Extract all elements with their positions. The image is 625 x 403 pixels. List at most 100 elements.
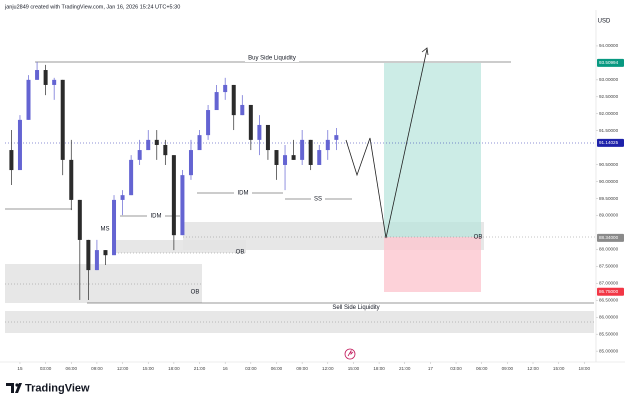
logo-mark: [15, 383, 19, 387]
label-bg: [328, 304, 384, 311]
candle-body: [26, 79, 31, 120]
y-tick-label: 85.50000: [599, 331, 619, 336]
y-tick-label: 86.50000: [599, 298, 619, 303]
candle-body: [300, 139, 305, 160]
y-tick-label: 87.00000: [599, 281, 619, 286]
price-tag-label: 88.34000: [599, 235, 619, 240]
candle-body: [146, 139, 151, 151]
x-tick-label: 03:00: [40, 366, 52, 371]
candle-body: [283, 155, 288, 165]
candle-body: [265, 124, 270, 151]
candle-body: [154, 139, 159, 145]
y-tick-label: 86.00000: [599, 314, 619, 319]
candle-body: [248, 104, 253, 140]
annotation: OB: [236, 250, 245, 256]
x-tick-label: 18:00: [373, 366, 385, 371]
currency: USD: [598, 19, 611, 25]
x-tick-label: 03:00: [450, 366, 462, 371]
candle-body: [35, 70, 40, 80]
candle-body: [17, 119, 22, 171]
annotation: IDM: [238, 191, 249, 197]
y-tick-label: 93.00000: [599, 77, 619, 82]
candle-body: [334, 135, 339, 140]
candle-body: [206, 110, 211, 136]
x-tick-label: 18:00: [168, 366, 180, 371]
x-tick-label: 12:00: [117, 366, 129, 371]
candle-body: [69, 159, 74, 200]
annotation: Buy Side Liquidity: [248, 56, 296, 62]
candle-body: [43, 70, 48, 85]
y-tick-label: 85.00000: [599, 348, 619, 353]
x-tick-label: 09:00: [91, 366, 103, 371]
ob-zone: [5, 264, 202, 303]
stop-zone: [384, 237, 481, 292]
candle-body: [180, 175, 185, 236]
candle-body: [120, 195, 125, 200]
y-tick-label: 90.00000: [599, 179, 619, 184]
x-tick-label: 12:00: [322, 366, 334, 371]
x-tick-label: 12:00: [527, 366, 539, 371]
y-tick-label: 87.50000: [599, 264, 619, 269]
candle-body: [223, 84, 228, 93]
x-tick-label: 15:00: [348, 366, 360, 371]
price-tag: [597, 58, 624, 67]
y-tick-label: 88.00000: [599, 247, 619, 252]
price-tag: [597, 233, 624, 242]
x-tick-label: 09:00: [502, 366, 514, 371]
candle-body: [231, 84, 236, 116]
x-tick-label: 06:00: [66, 366, 78, 371]
annotation: OB: [191, 290, 200, 296]
y-tick-label: 94.00000: [599, 43, 619, 48]
label-bg: [245, 55, 299, 62]
candle-body: [94, 250, 99, 271]
x-tick-label: 15:00: [142, 366, 154, 371]
candle-body: [60, 79, 65, 160]
candle-body: [86, 239, 91, 271]
x-tick-label: 03:00: [245, 366, 257, 371]
candle-body: [257, 124, 262, 140]
price-tag-label: 93.50994: [599, 60, 619, 65]
annotation: MS: [101, 227, 110, 233]
candle-body: [274, 150, 279, 165]
label-bg: [311, 195, 325, 203]
y-tick-label: 89.00000: [599, 213, 619, 218]
y-tick-label: 92.00000: [599, 111, 619, 116]
candle-body: [188, 150, 193, 176]
x-tick-label: 06:00: [476, 366, 488, 371]
candle-body: [317, 150, 322, 165]
price-tag-label: 86.75000: [599, 289, 619, 294]
candle-body: [163, 144, 168, 156]
annotation: IDM: [151, 214, 162, 220]
annotation: SS: [314, 197, 322, 203]
x-tick-label: 17: [428, 366, 434, 371]
candle-body: [52, 79, 57, 85]
candle-body: [308, 139, 313, 165]
candle-body: [137, 150, 142, 160]
candle-body: [291, 155, 296, 160]
x-tick-label: 15:00: [553, 366, 565, 371]
y-tick-label: 89.50000: [599, 196, 619, 201]
y-tick-label: 92.50000: [599, 94, 619, 99]
x-tick-label: 09:00: [296, 366, 308, 371]
candle-body: [325, 139, 330, 151]
arrow-head: [421, 47, 429, 56]
event-icon-glyph: [347, 349, 354, 357]
candle-body: [112, 199, 117, 256]
candle-body: [214, 92, 219, 111]
candle-body: [9, 150, 14, 171]
x-tick-label: 16: [223, 366, 229, 371]
projection-path: [345, 48, 428, 239]
candle-body: [103, 250, 108, 256]
y-tick-label: 90.50000: [599, 162, 619, 167]
candle-body: [240, 104, 245, 116]
candle-body: [197, 135, 202, 151]
x-tick-label: 21:00: [194, 366, 206, 371]
event-icon[interactable]: [344, 348, 356, 360]
y-tick-label: 91.50000: [599, 128, 619, 133]
x-tick-label: 15: [17, 366, 23, 371]
price-tag: [597, 138, 624, 147]
header: janju2849 created with TradingView.com, …: [4, 4, 180, 10]
label-bg: [234, 189, 252, 197]
